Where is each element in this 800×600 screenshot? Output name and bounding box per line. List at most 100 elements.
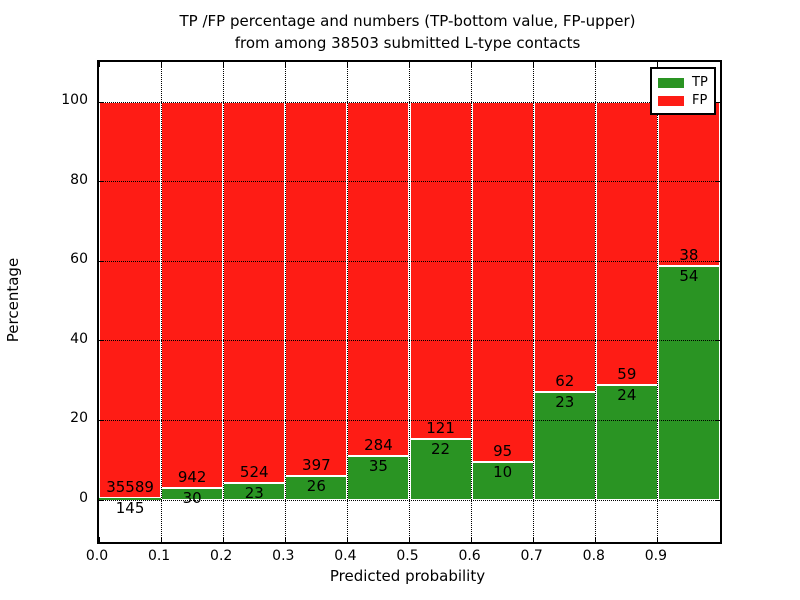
legend-label-tp: TP (692, 75, 708, 90)
bar-segment-tp (657, 266, 720, 500)
x-tick-top (657, 62, 659, 67)
gridline-vertical (409, 62, 410, 542)
gridline-vertical (284, 62, 286, 542)
gridline-vertical (657, 62, 659, 542)
gridline-vertical (160, 62, 162, 542)
bar-value-fp: 121 (426, 418, 455, 437)
y-tick-label: 100 (61, 92, 88, 108)
x-tick-bottom (533, 537, 535, 542)
x-tick-label: 0.7 (520, 548, 543, 564)
y-tick-label: 20 (70, 410, 88, 427)
bar-value-fp: 38 (679, 246, 699, 265)
gridline-vertical (595, 62, 597, 542)
gridline-vertical (471, 62, 473, 542)
bar-segment-tp (285, 475, 348, 500)
y-tick-right (715, 181, 720, 183)
x-tick-bottom (409, 537, 410, 542)
x-tick-top (284, 62, 286, 67)
x-tick-top (222, 62, 224, 67)
x-tick-bottom (222, 537, 224, 542)
x-tick-label: 0.0 (85, 548, 109, 564)
y-tick-right (715, 499, 720, 501)
bar-value-fp: 35589 (106, 478, 154, 497)
bar-value-fp: 59 (617, 364, 637, 383)
bar-segment-fp (347, 102, 410, 457)
y-tick-left (99, 260, 104, 262)
bar-value-tp: 26 (306, 476, 326, 495)
x-tick-label: 0.2 (210, 548, 233, 564)
bar-value-tp: 30 (182, 488, 202, 507)
x-tick-label: 0.6 (458, 548, 481, 564)
chart-title-line1: TP /FP percentage and numbers (TP-bottom… (179, 12, 636, 30)
bar-value-tp: 54 (679, 267, 699, 286)
x-tick-label: 0.9 (644, 548, 668, 564)
x-tick-bottom (346, 537, 348, 542)
x-tick-label: 0.8 (582, 548, 605, 564)
legend-swatch-tp-icon (658, 77, 684, 88)
x-tick-top (98, 62, 100, 67)
bar-segment-tp (533, 392, 596, 500)
chart-title: TP /FP percentage and numbers (TP-bottom… (97, 10, 718, 54)
bar-segment-tp (99, 498, 162, 500)
x-tick-label: 0.3 (272, 548, 295, 564)
bar-segment-fp (471, 102, 534, 463)
y-tick-label: 0 (79, 490, 88, 506)
bar-value-tp: 23 (555, 393, 575, 412)
x-tick-top (160, 62, 162, 67)
bar-segment-tp (409, 438, 472, 500)
y-tick-right (715, 260, 720, 262)
bar-segment-tp (347, 456, 410, 500)
bar-value-tp: 24 (617, 385, 637, 404)
x-tick-label: 0.5 (396, 548, 419, 564)
x-tick-bottom (595, 537, 597, 542)
bar-segment-fp (657, 102, 720, 267)
y-tick-right (715, 340, 720, 342)
bar-value-fp: 397 (302, 455, 331, 474)
bar-value-fp: 95 (493, 442, 513, 461)
bar-value-fp: 284 (364, 436, 393, 455)
bar-segment-fp (595, 102, 658, 385)
bar-segment-fp (533, 102, 596, 393)
x-tick-top (409, 62, 410, 67)
bar-segment-tp (161, 487, 224, 500)
y-tick-left (99, 499, 104, 501)
bar-value-fp: 62 (555, 372, 575, 391)
y-tick-right (715, 101, 720, 103)
legend-item-fp: FP (658, 94, 708, 107)
plot-canvas: 35589 145 942 30 524 23 397 26 284 35 121 22 95 10 62 2… (98, 62, 720, 542)
y-tick-label: 60 (70, 251, 88, 268)
bar-segment-fp (161, 102, 224, 488)
bar-value-tp: 10 (493, 463, 513, 482)
x-tick-label: 0.4 (334, 548, 357, 564)
x-tick-bottom (657, 537, 659, 542)
bar-segment-tp (595, 384, 658, 500)
legend: TP FP (650, 67, 716, 115)
gridline-vertical (222, 62, 224, 542)
y-tick-left (99, 181, 104, 183)
x-tick-bottom (98, 537, 100, 542)
y-tick-label: 40 (70, 330, 88, 347)
x-tick-bottom (160, 537, 162, 542)
gridline-vertical (346, 62, 348, 542)
y-tick-left (99, 340, 104, 342)
bar-segment-fp (409, 102, 472, 439)
bar-value-tp: 22 (431, 439, 451, 458)
x-tick-top (346, 62, 348, 67)
y-tick-left (99, 101, 104, 103)
bar-segment-fp (99, 102, 162, 499)
legend-item-tp: TP (658, 76, 708, 89)
bar-value-tp: 35 (368, 457, 388, 476)
x-axis-label: Predicted probability (329, 567, 486, 585)
bar-segment-tp (471, 462, 534, 500)
x-tick-label: 0.1 (147, 548, 171, 564)
x-tick-top (533, 62, 535, 67)
x-tick-top (595, 62, 597, 67)
bar-value-fp: 942 (177, 467, 207, 486)
bar-value-fp: 524 (239, 463, 269, 482)
x-tick-top (471, 62, 473, 67)
bar-segment-fp (223, 102, 286, 484)
bar-value-tp: 23 (244, 484, 264, 503)
y-tick-left (99, 419, 104, 421)
y-tick-label: 80 (70, 171, 88, 188)
